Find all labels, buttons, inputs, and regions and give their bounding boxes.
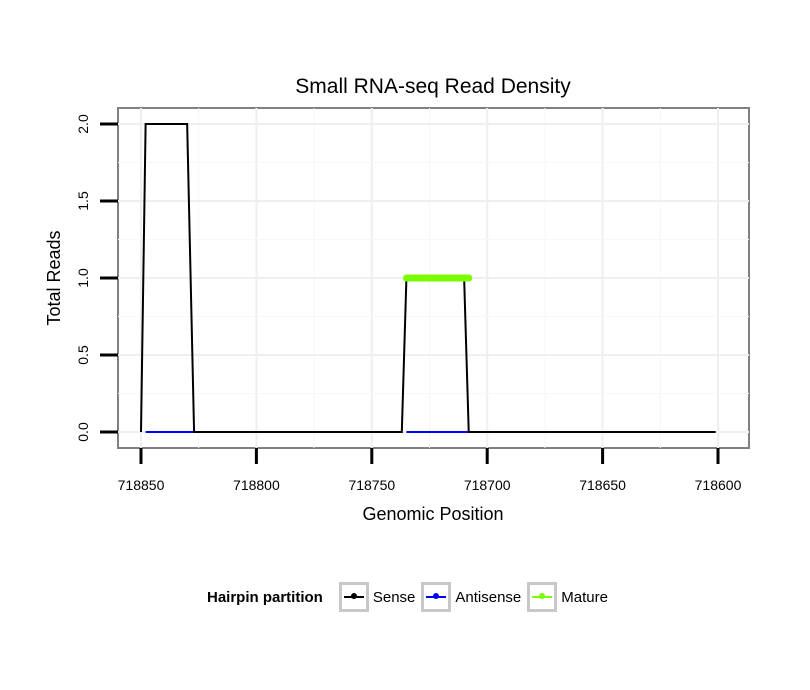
legend-item-antisense: Antisense xyxy=(421,582,521,612)
legend-key-sense xyxy=(338,582,369,612)
legend-item-mature: Mature xyxy=(527,582,608,612)
legend-key-mature xyxy=(527,582,558,612)
x-tick-label: 718750 xyxy=(348,477,395,493)
y-tick-label: 1.0 xyxy=(75,268,91,288)
y-tick-label: 1.5 xyxy=(75,191,91,211)
legend: Hairpin partition Sense Antisense Mature xyxy=(207,580,614,614)
x-tick-label: 718800 xyxy=(233,477,280,493)
x-axis-label: Genomic Position xyxy=(362,504,503,524)
y-tick-label: 2.0 xyxy=(75,114,91,134)
series-sense-line xyxy=(140,123,716,433)
legend-key-antisense xyxy=(421,582,452,612)
y-tick-label: 0.0 xyxy=(75,422,91,442)
series-layer xyxy=(140,123,716,433)
axes: 718850 718800 718750 718700 718650 718600 0.0 0… xyxy=(75,114,742,493)
legend-item-sense: Sense xyxy=(338,582,416,612)
x-tick-label: 718850 xyxy=(118,477,165,493)
x-tick-label: 718600 xyxy=(695,477,742,493)
read-density-chart: 718850 718800 718750 718700 718650 718600 0.0 0… xyxy=(44,75,750,524)
chart-title: Small RNA-seq Read Density xyxy=(295,75,571,98)
legend-label-sense: Sense xyxy=(372,588,416,606)
x-tick-label: 718700 xyxy=(464,477,511,493)
y-tick-label: 0.5 xyxy=(75,345,91,365)
legend-label-mature: Mature xyxy=(561,588,608,606)
legend-title: Hairpin partition xyxy=(207,588,323,606)
x-tick-label: 718650 xyxy=(579,477,626,493)
y-axis-label: Total Reads xyxy=(44,230,64,325)
legend-label-antisense: Antisense xyxy=(455,588,522,606)
